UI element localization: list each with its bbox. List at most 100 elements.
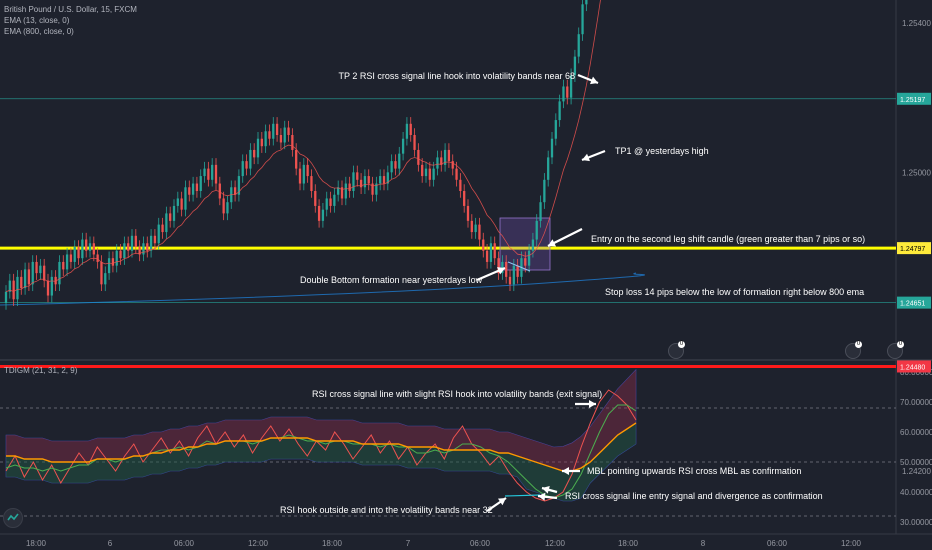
candle-body: [508, 276, 512, 285]
candle-body: [394, 161, 397, 169]
candle-body: [298, 168, 302, 184]
candle-body: [161, 224, 164, 233]
candle-body: [291, 135, 294, 150]
candle-body: [233, 187, 237, 195]
candle-body: [482, 239, 485, 251]
candle-body: [260, 138, 263, 147]
arrow-rsi-entry-1-head: [542, 485, 550, 494]
candle-body: [130, 235, 134, 251]
arrow-tp2-head: [590, 76, 598, 85]
candle-body: [35, 261, 38, 274]
candle-body: [283, 127, 286, 143]
candle-body: [268, 131, 271, 139]
arrow-rsi-exit-head: [589, 400, 596, 408]
candle-body: [39, 265, 42, 274]
candle-body: [329, 198, 332, 206]
candle-body: [470, 220, 473, 233]
candle-body: [146, 243, 149, 251]
annotation-mbl: MBL pointing upwards RSI cross MBL as co…: [587, 466, 801, 476]
time-tick-label: 8: [701, 539, 706, 548]
candle-body: [535, 220, 538, 240]
candle-body: [272, 123, 275, 139]
candle-body: [348, 183, 351, 191]
time-tick-label: 18:00: [618, 539, 639, 548]
candle-body: [69, 254, 73, 262]
candle-body: [489, 243, 493, 262]
ema800-line: [0, 272, 645, 306]
candle-body: [340, 187, 344, 199]
divergence-line: [504, 494, 541, 497]
event-badge-icon[interactable]: 0: [668, 341, 685, 359]
arrow-tp1-head: [582, 153, 590, 162]
candle-body: [207, 168, 210, 180]
candle-body: [405, 123, 409, 139]
candle-body: [149, 235, 153, 251]
candle-body: [275, 123, 279, 135]
candle-body: [325, 198, 328, 210]
arrow-rsi-entry-2-head: [538, 492, 546, 501]
candle-body: [512, 265, 515, 285]
annotation-double-bottom: Double Bottom formation near yesterdays …: [300, 275, 483, 285]
candle-body: [317, 205, 321, 221]
candle-body: [245, 161, 248, 169]
candle-body: [337, 187, 340, 195]
candle-body: [485, 250, 489, 262]
candle-body: [85, 239, 88, 251]
candle-body: [16, 276, 19, 300]
time-tick-label: 7: [406, 539, 411, 548]
ema13-legend[interactable]: EMA (13, close, 0): [4, 16, 70, 25]
candle-body: [295, 149, 298, 169]
price-badge-label: 1.24480: [900, 364, 925, 371]
time-tick-label: 6: [108, 539, 113, 548]
candle-body: [88, 243, 92, 251]
candle-body: [321, 209, 325, 221]
ema800-legend[interactable]: EMA (800, close, 0): [4, 27, 74, 36]
candle-body: [478, 224, 481, 240]
candle-body: [585, 0, 588, 5]
time-tick-label: 06:00: [174, 539, 195, 548]
candle-body: [134, 235, 137, 247]
price-badge-label: 1.24651: [900, 301, 925, 308]
candle-body: [8, 280, 11, 292]
symbol-title[interactable]: British Pound / U.S. Dollar, 15, FXCM: [4, 5, 137, 14]
event-badge-icon[interactable]: 0: [887, 341, 904, 359]
time-tick-label: 06:00: [767, 539, 788, 548]
candle-body: [451, 161, 454, 169]
candle-body: [31, 261, 34, 285]
candle-body: [222, 198, 225, 214]
candle-body: [123, 243, 126, 259]
price-badge-label: 1.25197: [900, 97, 925, 104]
candle-body: [382, 176, 386, 184]
event-badge-count: 0: [678, 341, 685, 348]
price-badge: [897, 242, 931, 255]
candle-body: [199, 176, 202, 191]
candle-body: [310, 176, 313, 191]
candle-body: [226, 202, 229, 214]
event-badge-icon[interactable]: 0: [845, 341, 862, 359]
candle-body: [459, 179, 462, 191]
candle-body: [264, 131, 267, 147]
time-tick-label: 12:00: [248, 539, 269, 548]
price-badge: [897, 92, 931, 105]
candle-body: [169, 213, 172, 221]
candle-body: [46, 280, 50, 296]
candle-body: [413, 135, 416, 150]
indicator-legend[interactable]: TDIGM (21, 31, 2, 9): [4, 366, 78, 375]
tradingview-logo-icon[interactable]: [3, 508, 23, 528]
candle-body: [409, 123, 412, 135]
candle-body: [12, 280, 15, 300]
candle-body: [50, 276, 53, 296]
candle-body: [203, 168, 206, 177]
arrow-double-bottom-head: [496, 267, 505, 275]
indicator-tick-label: 50.00000: [900, 458, 932, 467]
indicator-line-signal: [5, 404, 637, 499]
candle-body: [531, 239, 535, 251]
candle-body: [333, 194, 336, 206]
candle-body: [375, 183, 378, 195]
candle-body: [558, 101, 561, 121]
indicator-tick-label: 40.00000: [900, 488, 932, 497]
annotation-entry: Entry on the second leg shift candle (gr…: [591, 234, 865, 244]
candle-body: [527, 250, 531, 266]
candle-body: [573, 56, 577, 76]
